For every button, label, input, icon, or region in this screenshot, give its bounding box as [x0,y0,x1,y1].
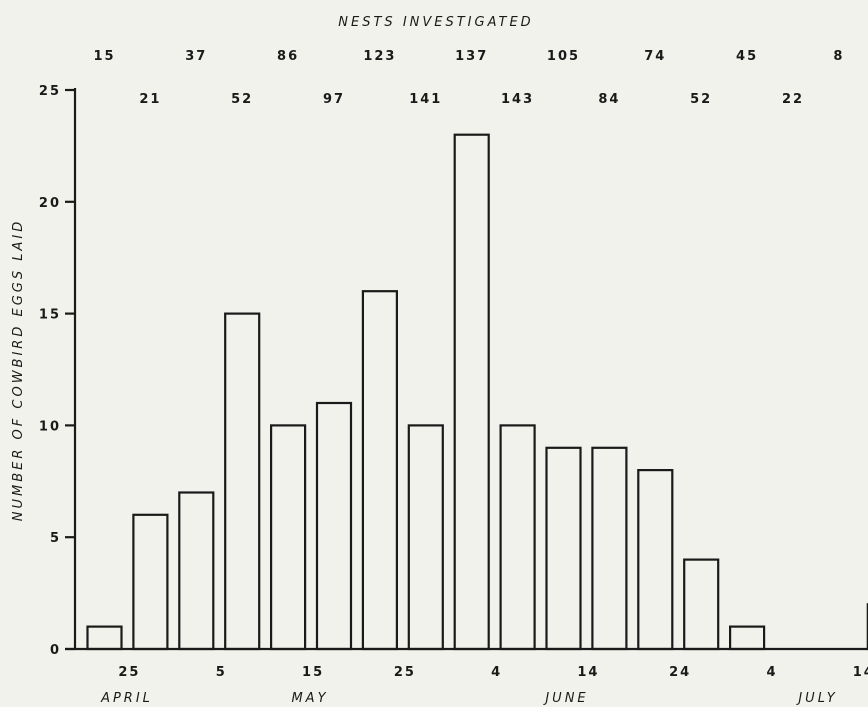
x-tick-label: 25 [394,665,416,680]
y-tick-label: 15 [39,308,61,323]
nests-count-label: 22 [782,92,804,107]
bar [591,446,628,651]
month-label: APRIL [100,691,153,706]
nests-count-label: 52 [690,92,712,107]
nests-count-label: 137 [455,49,488,64]
nests-count-label: 123 [363,49,396,64]
nests-count-label: 74 [644,49,666,64]
bar [178,491,215,651]
y-tick-label: 5 [50,531,61,546]
x-tick-label: 25 [118,665,140,680]
nests-count-label: 15 [93,49,115,64]
x-tick-label: 15 [302,665,324,680]
bar [270,424,307,651]
bar [407,424,444,651]
bar [315,401,353,651]
x-tick-label: 24 [669,665,691,680]
month-label: JULY [795,691,837,706]
nests-count-label: 37 [185,49,207,64]
bar [637,469,674,651]
nests-count-label: 21 [139,92,161,107]
nests-count-label: 105 [547,49,580,64]
x-tick-label: 4 [766,665,777,680]
bar [499,424,536,651]
y-tick-label: 10 [39,419,61,434]
bar [728,625,766,651]
bar [453,133,490,651]
x-tick-label: 4 [491,665,502,680]
bars-layer [86,133,868,651]
axes-layer [65,88,868,651]
nests-count-label: 45 [736,49,758,64]
bar [683,558,720,651]
month-label: MAY [291,691,328,706]
x-tick-label: 5 [216,665,227,680]
nests-count-label: 86 [277,49,299,64]
labels-layer: 0510152025152137528697123141137143105847… [39,49,868,706]
nests-count-label: 141 [409,92,442,107]
nests-investigated-title: NESTS INVESTIGATED [338,15,533,30]
y-axis-label: NUMBER OF COWBIRD EGGS LAID [11,219,26,521]
bar [132,513,169,651]
nests-count-label: 143 [501,92,534,107]
bar [224,312,261,651]
x-tick-label: 14 [577,665,599,680]
bar [361,290,398,651]
nests-count-label: 97 [323,92,345,107]
nests-count-label: 52 [231,92,253,107]
nests-count-label: 8 [833,49,844,64]
bar [86,625,123,651]
bar [545,446,582,651]
x-tick-label: 14 [853,665,868,680]
y-tick-label: 20 [39,196,61,211]
y-tick-label: 0 [50,643,61,658]
month-label: JUNE [542,691,588,706]
nests-count-label: 84 [598,92,620,107]
y-tick-label: 25 [39,84,61,99]
